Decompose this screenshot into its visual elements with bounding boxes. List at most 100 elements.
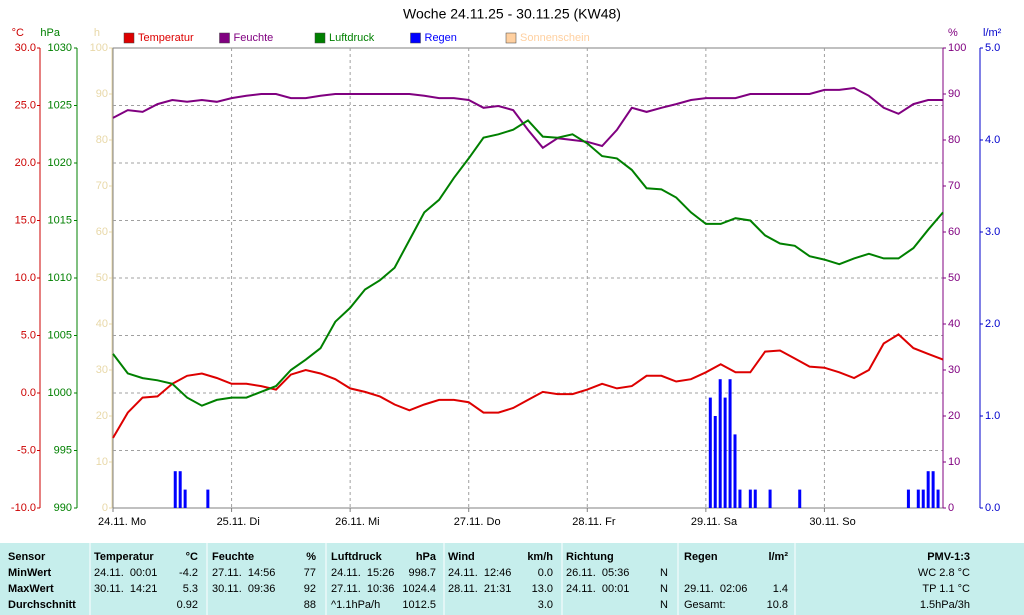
rain-bar	[733, 434, 737, 508]
legend-label: Feuchte	[234, 32, 274, 44]
table-cell: WC 2.8 °C	[918, 567, 970, 579]
table-cell: 27.11. 10:36	[331, 583, 394, 595]
rain-bar	[921, 489, 925, 508]
y-tick-label: 30	[948, 364, 960, 376]
table-header: l/m²	[768, 551, 788, 563]
y-tick-label: 1015	[48, 214, 72, 226]
y-tick-label: 50	[96, 272, 108, 284]
table-header: °C	[186, 551, 198, 563]
rain-bar	[206, 489, 210, 508]
table-cell: 92	[304, 583, 316, 595]
table-cell: 24.11. 00:01	[94, 567, 157, 579]
table-cell: 1012.5	[402, 599, 436, 611]
table-header: Sensor	[8, 551, 46, 563]
table-cell: 30.11. 09:36	[212, 583, 275, 595]
y-tick-label: -5.0	[17, 444, 36, 456]
table-cell: Durchschnitt	[8, 599, 76, 611]
y-tick-label: 100	[90, 42, 108, 54]
table-cell: N	[660, 567, 668, 579]
rain-bar	[178, 471, 182, 508]
table-cell: 13.0	[532, 583, 553, 595]
rain-bar	[718, 379, 722, 508]
y-tick-label: 15.0	[15, 214, 36, 226]
legend-swatch	[219, 32, 230, 44]
legend-swatch	[505, 32, 517, 44]
legend-swatch	[314, 32, 326, 44]
table-cell: 10.8	[767, 599, 788, 611]
table-cell: 1.4	[773, 583, 788, 595]
y-tick-label: 1025	[48, 99, 72, 111]
y-tick-label: 3.0	[985, 226, 1000, 238]
table-cell: 24.11. 12:46	[448, 567, 511, 579]
table-cell: TP 1.1 °C	[922, 583, 970, 595]
x-tick-label: 25.11. Di	[217, 516, 260, 528]
y-tick-label: 1000	[48, 387, 72, 399]
rain-bar	[798, 489, 802, 508]
rain-bar	[931, 471, 935, 508]
legend-label: Sonnenschein	[520, 32, 590, 44]
y-tick-label: 100	[948, 42, 966, 54]
y-tick-label: 20	[948, 410, 960, 422]
rain-bar	[916, 489, 920, 508]
y-tick-label: 0	[948, 502, 954, 514]
rain-bar	[738, 489, 742, 508]
y-tick-label: 25.0	[15, 99, 36, 111]
table-cell: 998.7	[408, 567, 436, 579]
legend-swatch	[410, 32, 421, 44]
rain-bar	[173, 471, 177, 508]
table-cell: 26.11. 05:36	[566, 567, 629, 579]
table-cell: 27.11. 14:56	[212, 567, 275, 579]
rain-bar	[906, 489, 910, 508]
legend-label: Temperatur	[138, 32, 194, 44]
y-tick-label: 70	[96, 180, 108, 192]
y-tick-label: 5.0	[21, 329, 36, 341]
y-tick-label: 40	[948, 318, 960, 330]
x-tick-label: 30.11. So	[809, 516, 855, 528]
table-cell: -4.2	[179, 567, 198, 579]
rain-bar	[753, 489, 757, 508]
table-header: Regen	[684, 551, 718, 563]
y-tick-label: 80	[96, 134, 108, 146]
table-cell: MaxWert	[8, 583, 54, 595]
legend-label: Regen	[425, 32, 457, 44]
table-cell: 24.11. 00:01	[566, 583, 629, 595]
rain-bar	[926, 471, 930, 508]
y-tick-label: 0.0	[985, 502, 1000, 514]
x-tick-label: 27.11. Do	[454, 516, 501, 528]
series-line	[112, 86, 943, 150]
table-header: Richtung	[566, 551, 614, 563]
rain-bar	[708, 397, 712, 508]
y-tick-label: 1020	[48, 157, 72, 169]
y-tick-label: 1005	[48, 329, 72, 341]
table-cell: 1024.4	[402, 583, 436, 595]
y-tick-label: 4.0	[985, 134, 1000, 146]
table-cell: MinWert	[8, 567, 52, 579]
rain-bar	[728, 379, 732, 508]
series-line	[112, 333, 944, 439]
table-cell: 77	[304, 567, 316, 579]
y-tick-label: 1.0	[985, 410, 1000, 422]
y-tick-label: 1010	[48, 272, 72, 284]
y-tick-label: 1030	[48, 42, 72, 54]
legend-label: Luftdruck	[329, 32, 375, 44]
rain-bar	[748, 489, 752, 508]
y-tick-label: 10.0	[15, 272, 36, 284]
table-cell: 24.11. 15:26	[331, 567, 394, 579]
y-tick-label: 90	[96, 88, 108, 100]
table-cell: N	[660, 599, 668, 611]
y-tick-label: 30	[96, 364, 108, 376]
table-cell: 0.0	[538, 567, 553, 579]
rain-bar	[713, 416, 717, 508]
table-header: PMV-1:3	[927, 551, 970, 563]
table-header: Luftdruck	[331, 551, 383, 563]
x-tick-label: 29.11. Sa	[691, 516, 738, 528]
y-tick-label: 30.0	[15, 42, 36, 54]
x-tick-label: 24.11. Mo	[98, 516, 146, 528]
table-cell: 0.92	[177, 599, 198, 611]
y-tick-label: 60	[96, 226, 108, 238]
y-tick-label: 0.0	[21, 387, 36, 399]
y-tick-label: 990	[54, 502, 72, 514]
table-header: Feuchte	[212, 551, 254, 563]
y-tick-label: 2.0	[985, 318, 1000, 330]
